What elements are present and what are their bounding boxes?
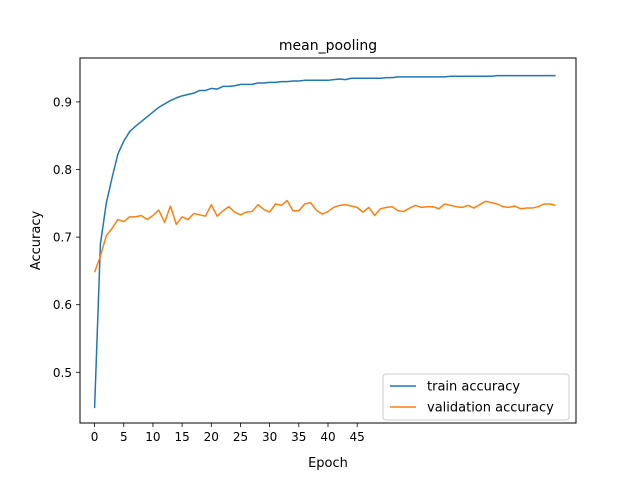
x-tick-label: 15 xyxy=(174,430,189,444)
x-tick-label: 5 xyxy=(120,430,128,444)
x-tick-label: 45 xyxy=(350,430,365,444)
y-tick-label: 0.6 xyxy=(53,298,72,312)
x-axis: 0 5 10 15 20 25 30 35 40 45 xyxy=(91,423,365,444)
x-tick-label: 20 xyxy=(204,430,219,444)
series-line-0 xyxy=(93,74,556,409)
x-tick-label: 35 xyxy=(291,430,306,444)
series-line-1 xyxy=(93,199,556,273)
chart-title: mean_pooling xyxy=(279,38,377,54)
x-tick-label: 30 xyxy=(262,430,277,444)
plot-frame xyxy=(79,57,577,424)
x-axis-label: Epoch xyxy=(308,456,348,471)
legend-label-0: train accuracy xyxy=(427,380,520,395)
y-axis: 0.5 0.6 0.7 0.8 0.9 xyxy=(53,95,80,380)
y-axis-label: Accuracy xyxy=(29,211,44,271)
legend-box xyxy=(382,373,570,421)
y-tick-label: 0.5 xyxy=(53,366,72,380)
plot-area xyxy=(93,74,556,409)
legend-label-1: validation accuracy xyxy=(427,401,554,416)
y-tick-label: 0.8 xyxy=(53,163,72,177)
y-tick-label: 0.9 xyxy=(53,95,72,109)
legend: train accuracy validation accuracy xyxy=(382,373,570,421)
y-tick-label: 0.7 xyxy=(53,231,72,245)
x-tick-label: 40 xyxy=(320,430,335,444)
x-tick-label: 0 xyxy=(91,430,99,444)
x-tick-label: 10 xyxy=(145,430,160,444)
x-tick-label: 25 xyxy=(233,430,248,444)
